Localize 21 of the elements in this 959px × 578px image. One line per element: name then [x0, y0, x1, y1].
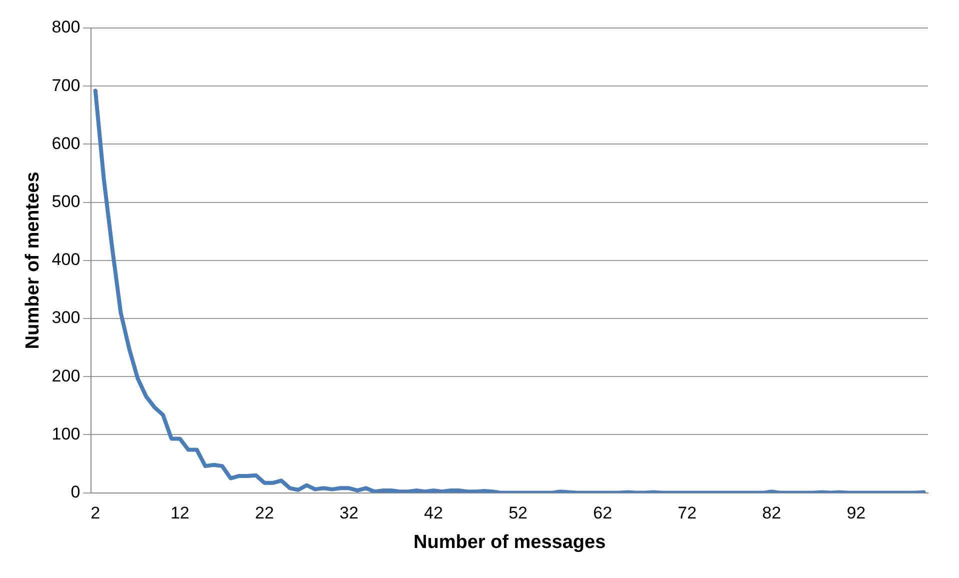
y-tick-label: 300 [52, 308, 80, 328]
y-tick-label: 0 [70, 482, 80, 502]
x-tick-label: 62 [593, 504, 612, 523]
x-axis-title: Number of messages [413, 532, 606, 553]
x-tick-label: 2 [90, 504, 100, 523]
y-tick-label: 400 [52, 250, 80, 270]
x-tick-label: 72 [678, 504, 697, 523]
y-tick-label: 700 [52, 76, 80, 95]
x-tick-label: 82 [762, 504, 782, 523]
y-tick-label: 200 [52, 366, 80, 386]
x-tick-label: 22 [254, 504, 274, 523]
x-tick-label: 52 [508, 504, 528, 523]
y-tick-label: 600 [52, 134, 80, 153]
x-tick-label: 92 [846, 504, 866, 523]
y-tick-label: 800 [52, 18, 80, 37]
x-tick-label: 32 [340, 504, 358, 523]
y-tick-label: 100 [52, 424, 80, 444]
y-axis-title: Number of mentees [22, 172, 44, 350]
y-tick-label: 500 [52, 192, 80, 211]
x-tick-label: 12 [170, 504, 190, 523]
x-tick-label: 42 [424, 504, 443, 523]
